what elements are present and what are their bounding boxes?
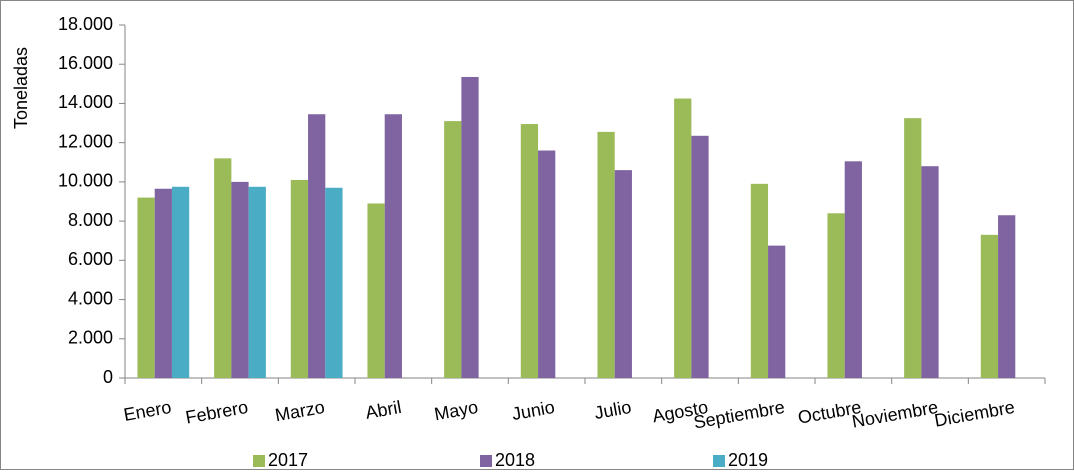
bar	[750, 183, 769, 378]
legend-label: 2017	[268, 450, 308, 470]
y-tick-label: 2.000	[68, 328, 113, 348]
bar	[325, 187, 343, 378]
y-tick-label: 14.000	[58, 92, 113, 112]
bar	[674, 98, 692, 379]
bar	[691, 135, 709, 378]
y-tick-label: 0	[103, 367, 113, 387]
bar	[214, 158, 232, 378]
legend-swatch	[253, 455, 265, 467]
y-tick-label: 16.000	[58, 53, 113, 73]
y-axis-title: Toneladas	[11, 47, 31, 129]
bar	[290, 179, 309, 378]
bar	[768, 245, 786, 378]
bar	[980, 234, 999, 378]
y-tick-label: 8.000	[68, 210, 113, 230]
y-tick-label: 6.000	[68, 249, 113, 269]
bar	[137, 197, 155, 378]
legend-label: 2018	[495, 450, 535, 470]
bar	[367, 203, 385, 378]
bar	[231, 181, 249, 378]
bar	[538, 150, 556, 378]
y-tick-label: 10.000	[58, 171, 113, 191]
bar	[904, 118, 922, 379]
bar	[444, 121, 462, 378]
bar	[614, 170, 632, 378]
y-tick-label: 18.000	[58, 14, 113, 34]
y-tick-label: 4.000	[68, 288, 113, 308]
bar	[461, 76, 479, 378]
bar	[597, 131, 615, 378]
bar	[384, 114, 402, 378]
bar	[308, 114, 326, 378]
legend-label: 2019	[728, 450, 768, 470]
bar	[520, 124, 539, 379]
y-tick-label: 12.000	[58, 131, 113, 151]
legend-swatch	[713, 455, 725, 467]
legend-swatch	[480, 455, 492, 467]
bar	[154, 188, 172, 378]
bar	[827, 213, 845, 378]
bar	[248, 186, 266, 378]
bar	[171, 186, 190, 378]
bar	[998, 215, 1016, 378]
bar	[921, 166, 939, 378]
bar	[844, 161, 862, 378]
